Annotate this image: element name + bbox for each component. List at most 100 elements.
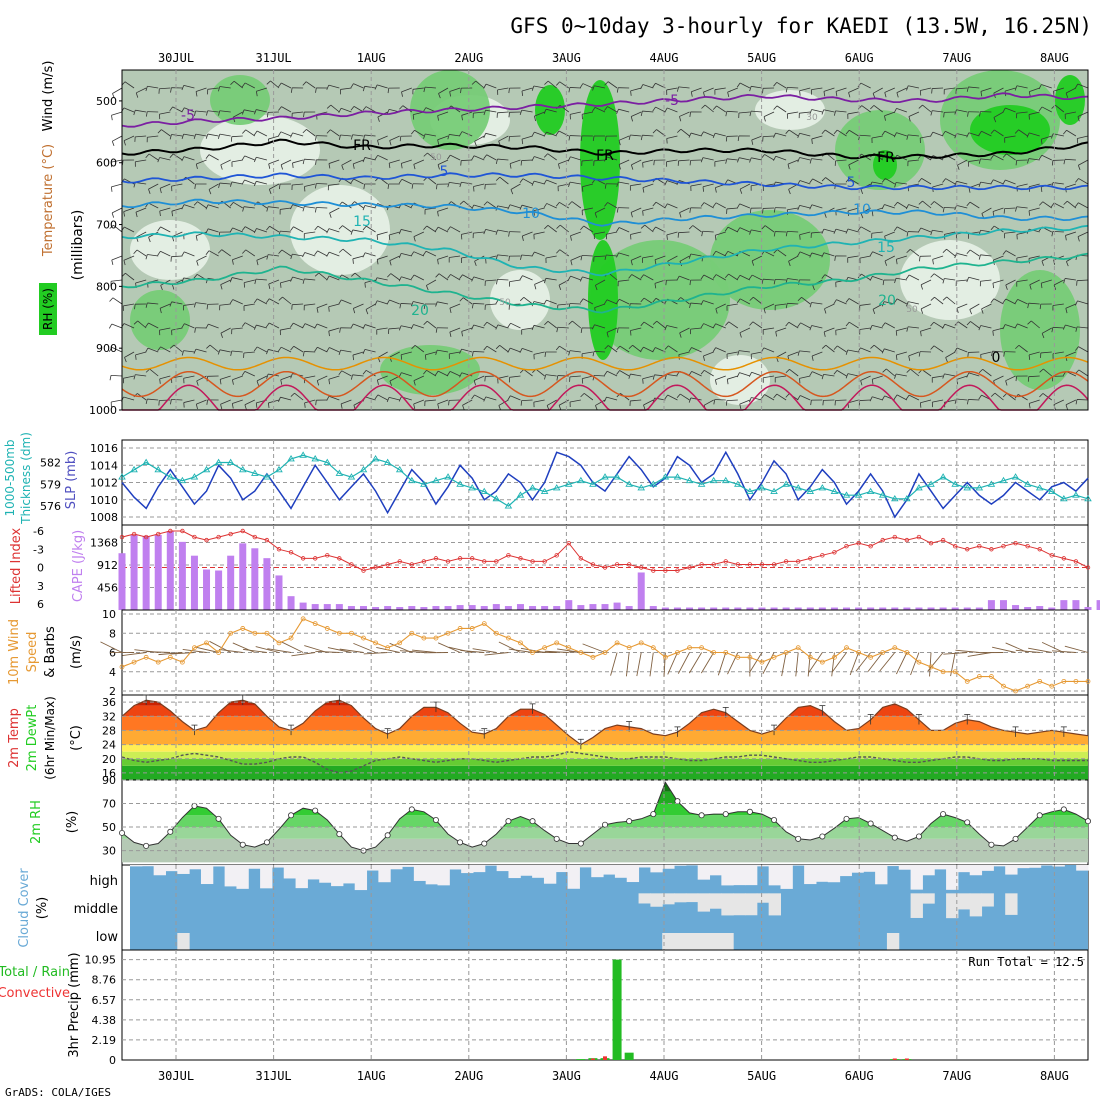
- wind-barb-flag: [558, 163, 560, 169]
- surface-wind-barb: [582, 643, 606, 653]
- wind-barb-flag: [424, 354, 427, 360]
- cape-bar: [782, 607, 790, 610]
- wind-barb-flag: [507, 204, 511, 210]
- cape-bar: [903, 607, 911, 610]
- surface-wind-barb: [636, 652, 642, 677]
- rh-point: [505, 818, 512, 825]
- wind-barb: [994, 129, 1004, 137]
- wind-barb: [787, 159, 799, 165]
- wind-barb-flag: [413, 164, 416, 170]
- wind-barb-flag: [869, 251, 873, 257]
- wind-speed-point: [469, 626, 475, 631]
- wind-barb: [461, 181, 473, 185]
- wind-barb-flag: [244, 404, 247, 410]
- wind-barb-flag: [374, 300, 378, 306]
- surface-wind-barb: [484, 652, 509, 656]
- wind-barb: [243, 351, 255, 354]
- wind-barb-flag: [338, 134, 341, 140]
- surface-wind-barb: [895, 652, 908, 675]
- wind-barb-flag: [148, 237, 151, 243]
- wind-speed-point: [711, 650, 717, 655]
- wind-barb: [437, 207, 449, 212]
- wind-barb-flag: [604, 106, 608, 111]
- wind-barb: [534, 131, 545, 137]
- cloud-gap-high: [1076, 865, 1089, 871]
- wind-barb: [1053, 87, 1064, 92]
- wind-barb-flag: [579, 298, 584, 303]
- wind-barb: [413, 375, 425, 381]
- wind-barb-flag: [531, 251, 535, 257]
- wind-barb-flag: [845, 321, 850, 327]
- wind-barb: [243, 206, 255, 209]
- wind-barb-flag: [821, 274, 826, 279]
- wind-barb: [920, 303, 932, 310]
- wind-barb-flag: [280, 282, 282, 288]
- wind-barb: [510, 347, 521, 353]
- wind-barb: [113, 224, 123, 233]
- wind-barb-flag: [1005, 380, 1008, 386]
- wind-speed-point: [795, 645, 801, 651]
- wind-barb-flag: [616, 299, 620, 304]
- surface-wind-barb: [879, 652, 896, 672]
- wind-barb-flag: [845, 228, 849, 234]
- wind-barb: [775, 132, 787, 137]
- wind-barb-flag: [640, 297, 645, 303]
- wind-barb: [871, 231, 883, 234]
- wind-speed-point: [590, 654, 596, 660]
- wind-barb-flag: [111, 259, 114, 265]
- wind-barb-flag: [872, 93, 876, 99]
- cape-bar: [335, 604, 343, 610]
- wind-barb-flag: [640, 110, 643, 117]
- wind-barb: [341, 299, 352, 305]
- wind-barb-flag: [630, 212, 633, 218]
- rh-point: [1085, 818, 1092, 825]
- wind-barb: [704, 369, 714, 377]
- wind-barb: [219, 86, 231, 89]
- lifted-index-point: [1013, 540, 1018, 546]
- wind-barb: [413, 324, 425, 329]
- wind-barb: [461, 231, 473, 235]
- wind-barb: [111, 159, 123, 163]
- cloud-gap-high: [437, 865, 450, 886]
- wind-barb: [160, 250, 171, 257]
- wind-barb: [776, 81, 787, 89]
- contour-label: 10: [853, 202, 871, 218]
- wind-barb-flag: [967, 111, 969, 117]
- wind-barb: [703, 323, 714, 329]
- rh-point: [1036, 812, 1043, 819]
- wind-speed-point: [964, 678, 970, 684]
- temperature-band: [122, 730, 1088, 745]
- surface-wind-barb: [472, 648, 497, 653]
- wind-barb: [161, 129, 171, 137]
- wind-barb: [522, 275, 533, 281]
- wind-barb-flag: [1063, 130, 1067, 135]
- wind-barb-flag: [338, 370, 343, 376]
- wind-barb-flag: [700, 131, 704, 137]
- wind-barb-flag: [290, 132, 293, 138]
- wind-barb: [449, 181, 461, 185]
- wind-barb: [1065, 399, 1077, 406]
- cloud-gap-middle: [674, 893, 687, 903]
- wind-barb-flag: [556, 375, 559, 381]
- wind-barb: [497, 87, 509, 91]
- wind-barb: [1077, 326, 1089, 329]
- wind-barb: [763, 278, 775, 281]
- wind-barb: [727, 375, 738, 380]
- wind-speed-point: [445, 630, 451, 636]
- wind-barb-flag: [908, 116, 911, 122]
- thickness-point: [383, 458, 392, 465]
- wind-barb: [593, 350, 606, 353]
- cloud-gap-high: [851, 865, 864, 873]
- wind-barb: [714, 159, 726, 163]
- wind-barb-flag: [930, 131, 934, 137]
- wind-barb: [1077, 135, 1089, 139]
- surface-wind-barb: [700, 652, 715, 674]
- wind-barb: [619, 298, 630, 305]
- wind-barb-flag: [521, 235, 524, 241]
- wind-barb: [607, 81, 618, 89]
- wind-barb-flag: [604, 183, 607, 189]
- cape-bar: [1096, 600, 1100, 610]
- wind-barb: [533, 180, 545, 185]
- cloud-gap-high: [543, 865, 557, 884]
